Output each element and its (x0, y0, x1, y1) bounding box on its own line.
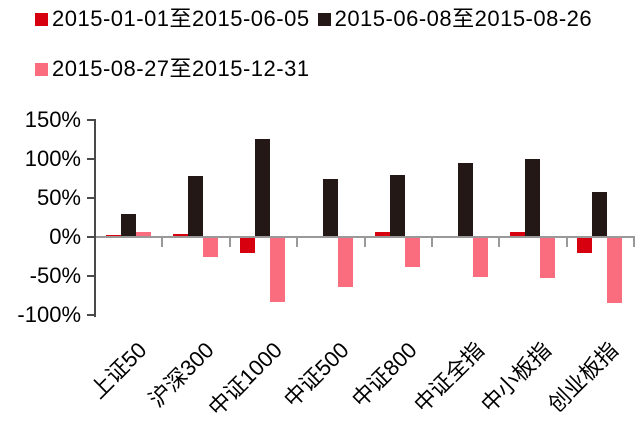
legend-label-period2: 2015-06-08至2015-08-26 (334, 6, 593, 31)
y-axis-tick-label: 50% (36, 185, 81, 210)
x-axis-category-label: 上证50 (85, 337, 152, 404)
x-axis-tick (296, 237, 299, 247)
bar-中证全指-series2 (457, 162, 473, 237)
bar-上证50-series3 (135, 232, 151, 237)
legend-swatch-period1 (35, 12, 48, 26)
bar-中证800-series1 (375, 232, 391, 237)
y-axis-tick (87, 158, 95, 160)
bar-中证800-series3 (405, 237, 421, 267)
x-axis-category-label: 中证500 (279, 337, 354, 413)
bar-沪深300-series2 (187, 176, 203, 237)
y-axis-tick-label: -100% (17, 302, 81, 327)
bar-中证全指-series3 (472, 237, 488, 277)
legend-swatch-period3 (35, 62, 48, 76)
bar-中证500-series2 (322, 178, 338, 237)
legend-swatch-period2 (317, 12, 331, 26)
y-axis-tick (87, 197, 95, 199)
y-axis-tick (87, 236, 95, 238)
x-axis-tick (228, 237, 231, 247)
legend-label-period3: 2015-08-27至2015-12-31 (52, 56, 310, 81)
y-axis-line (94, 119, 96, 317)
y-axis-tick-label: -50% (29, 263, 81, 288)
legend-item-period2: 2015-06-08至2015-08-26 (317, 6, 593, 32)
bar-中证1000-series3 (270, 237, 286, 302)
bar-中证1000-series1 (240, 237, 256, 254)
x-axis-zero-line (95, 236, 635, 238)
x-axis-category-label: 中证1000 (203, 337, 287, 421)
bar-上证50-series2 (120, 214, 136, 237)
x-axis-category-label: 创业板指 (543, 337, 624, 418)
y-axis-tick (87, 275, 95, 277)
bar-沪深300-series1 (172, 233, 188, 237)
bar-中小板指-series3 (539, 237, 555, 279)
bar-中证500-series3 (337, 237, 353, 287)
x-axis-tick (498, 237, 501, 247)
bar-中小板指-series1 (509, 232, 525, 237)
legend-row-1: 2015-01-01至2015-06-05 2015-06-08至2015-08… (35, 6, 600, 32)
y-axis-tick-label: 100% (24, 146, 81, 171)
x-axis-tick (363, 237, 366, 247)
bar-沪深300-series3 (202, 237, 218, 258)
bar-创业板指-series1 (577, 237, 593, 253)
legend-row-2: 2015-08-27至2015-12-31 (35, 56, 318, 82)
x-axis-tick (431, 237, 433, 247)
y-axis-tick-label: 0% (49, 224, 81, 249)
x-axis-tick (565, 237, 568, 247)
y-axis-tick (87, 314, 95, 316)
legend-item-period1: 2015-01-01至2015-06-05 (35, 6, 310, 32)
bar-中证1000-series2 (255, 138, 271, 237)
bar-创业板指-series2 (592, 191, 608, 237)
legend-label-period1: 2015-01-01至2015-06-05 (52, 6, 310, 31)
bar-中小板指-series2 (524, 159, 540, 237)
bar-创业板指-series3 (607, 237, 623, 303)
bar-中证800-series2 (390, 174, 406, 237)
x-axis-tick (161, 237, 164, 247)
y-axis-tick (87, 119, 95, 121)
x-axis-category-label: 中证全指 (408, 337, 489, 418)
x-axis-category-label: 中小板指 (476, 337, 557, 418)
legend-item-period3: 2015-08-27至2015-12-31 (35, 56, 310, 82)
x-axis-tick (633, 237, 636, 247)
y-axis-tick-label: 150% (24, 107, 81, 132)
